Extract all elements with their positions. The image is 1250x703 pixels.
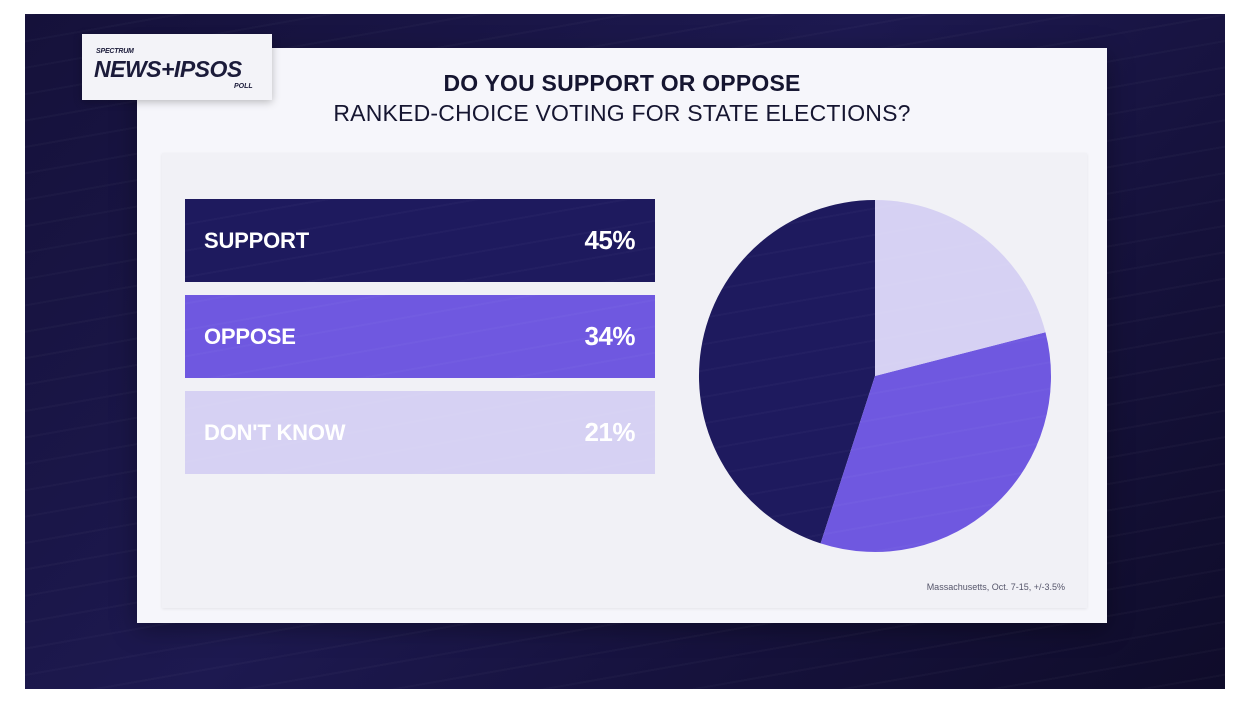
pie-slice-dont-know [875,200,1046,376]
logo-spectrum-text: SPECTRUM [96,48,134,55]
broadcast-background: SPECTRUM NEWS+IPSOS POLL DO YOU SUPPORT … [25,14,1225,689]
chart-title-line1: DO YOU SUPPORT OR OPPOSE [443,70,801,96]
poll-footnote: Massachusetts, Oct. 7-15, +/-3.5% [926,582,1065,592]
oppose-value: 34% [584,321,635,351]
dont-know-label: DON'T KNOW [204,419,346,445]
chart-title-line2: RANKED-CHOICE VOTING FOR STATE ELECTIONS… [333,100,911,126]
chart-panel: SUPPORT 45% OPPOSE 34% DON'T KNOW 21% Ma… [162,153,1087,608]
oppose-row: OPPOSE 34% [185,295,655,378]
dont-know-row: DON'T KNOW 21% [185,391,655,474]
spectrum-news-ipsos-logo: SPECTRUM NEWS+IPSOS POLL [82,34,272,100]
logo-main-text: NEWS+IPSOS [94,56,242,82]
dont-know-value: 21% [584,417,635,447]
pie-slice-support [698,200,875,544]
support-row: SUPPORT 45% [185,199,655,282]
logo-poll-text: POLL [234,83,253,90]
oppose-label: OPPOSE [204,323,296,349]
pie-slice-oppose [820,332,1052,553]
poll-card: DO YOU SUPPORT OR OPPOSE RANKED-CHOICE V… [137,48,1107,623]
support-label: SUPPORT [204,227,309,253]
pie-chart [698,200,1052,553]
support-value: 45% [584,225,635,255]
